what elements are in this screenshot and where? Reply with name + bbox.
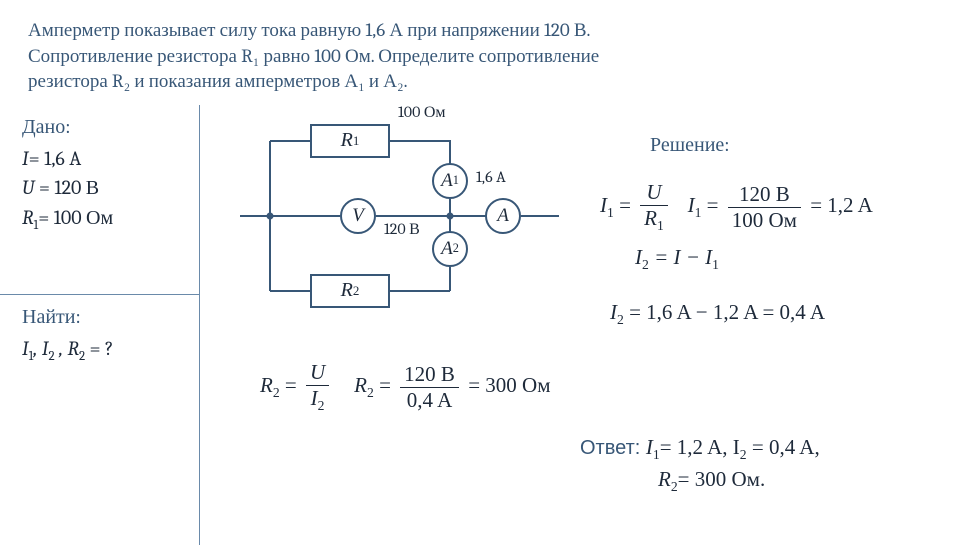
given-block: Дано: I= 1,6 A U = 120 В R1= 100 Ом	[0, 105, 199, 295]
find-expr: I1, I2 , R2 = ?	[22, 337, 199, 364]
problem-statement: Амперметр показывает силу тока равную 1,…	[0, 0, 960, 105]
given-U: U = 120 В	[22, 176, 199, 200]
eq-r2-formula: R2 = UI2 R2 = 120 В0,4 A = 300 Ом	[260, 360, 551, 414]
given-R1: R1= 100 Ом	[22, 206, 199, 233]
ammeter-a1: A1	[432, 163, 468, 199]
label-a-val: 1,6 A	[476, 168, 506, 186]
label-r1-val: 100 Ом	[398, 103, 446, 122]
left-column: Дано: I= 1,6 A U = 120 В R1= 100 Ом Найт…	[0, 105, 200, 545]
ammeter-a2: A2	[432, 231, 468, 267]
eq-i1-formula: I1 = UR1 I1 = 120 В100 Ом = 1,2 A	[600, 180, 873, 234]
resistor-r1: R1	[310, 124, 390, 158]
find-header: Найти:	[22, 305, 199, 329]
given-I: I= 1,6 A	[22, 147, 199, 170]
content-area: Дано: I= 1,6 A U = 120 В R1= 100 Ом Найт…	[0, 105, 960, 545]
problem-line: резистора R₂ и показания амперметров А₁ …	[28, 69, 932, 95]
find-block: Найти: I1, I2 , R2 = ?	[0, 295, 199, 380]
right-column: R1 A1 V A2 R2 A 100 Ом 1,6 A	[200, 105, 960, 545]
answer-line2: R2= 300 Ом.	[658, 467, 765, 495]
voltmeter: V	[340, 198, 376, 234]
circuit-diagram: R1 A1 V A2 R2 A 100 Ом 1,6 A	[240, 115, 560, 325]
answer-line1: Ответ: I1= 1,2 A, I2 = 0,4 A,	[580, 435, 820, 463]
eq-i2-val: I2 = 1,6 A − 1,2 A = 0,4 A	[610, 300, 825, 328]
problem-line: Сопротивление резистора R₁ равно 100 Ом.…	[28, 44, 932, 70]
resistor-r2: R2	[310, 274, 390, 308]
ammeter-a: A	[485, 198, 521, 234]
solution-header: Решение:	[650, 133, 730, 157]
given-header: Дано:	[22, 115, 199, 139]
label-v-val: 120 В	[384, 220, 420, 239]
eq-i2-def: I2 = I − I1	[635, 245, 719, 273]
problem-line: Амперметр показывает силу тока равную 1,…	[28, 18, 932, 44]
